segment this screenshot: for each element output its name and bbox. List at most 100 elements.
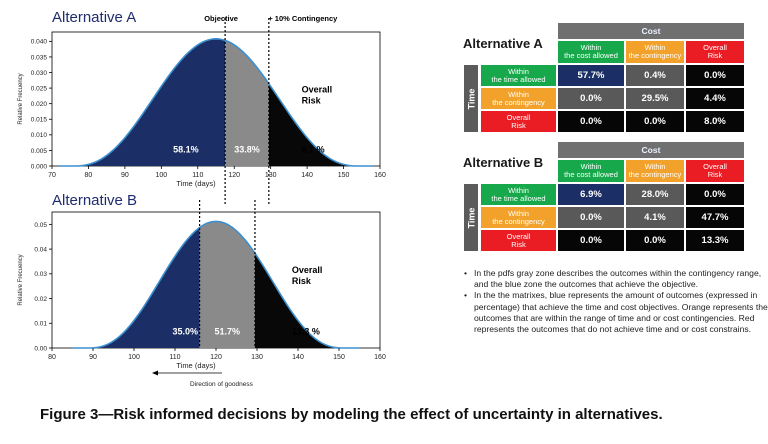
x-axis-label: Time (days) <box>176 179 216 188</box>
region-label-risk: 13.3 % <box>292 326 320 336</box>
y-axis-label: Relative Frecuency <box>18 73 24 124</box>
x-axis-label: Time (days) <box>176 361 216 370</box>
matrix-cell: 57.7% <box>557 64 625 87</box>
x-tick-label: 110 <box>169 354 180 361</box>
y-axis-label: Relative Frecuency <box>18 254 24 305</box>
y-tick-label: 0.015 <box>31 117 48 124</box>
x-tick-label: 160 <box>374 354 386 361</box>
cost-header: Cost <box>557 22 745 40</box>
matrix-cell: 0.0% <box>625 110 685 133</box>
matrix-cell: 0.0% <box>557 110 625 133</box>
region-gray-contingency <box>199 221 255 348</box>
row-header-within-time: Within the time allowed <box>480 64 557 87</box>
notes-list: In the pdfs gray zone describes the outc… <box>462 268 768 335</box>
region-gray-contingency <box>225 40 269 166</box>
x-tick-label: 80 <box>85 172 93 179</box>
x-tick-label: 160 <box>374 172 386 179</box>
matrix-cell: 4.4% <box>685 87 745 110</box>
row-header-within-contingency: Within the contingency <box>480 206 557 229</box>
overall-risk-label: Overall <box>292 265 323 275</box>
x-tick-label: 150 <box>338 172 350 179</box>
alt-a-matrix-title: Alternative A <box>463 36 543 51</box>
chart-alternative-b: Alternative B 80 90 100 110 120 130 140 150 160 0.… <box>18 192 386 388</box>
x-tick-label: 130 <box>265 172 277 179</box>
row-header-within-contingency: Within the contingency <box>480 87 557 110</box>
row-header-overall-risk: Overall Risk <box>480 229 557 252</box>
y-tick-label: 0.04 <box>34 246 47 253</box>
x-tick-label: 120 <box>210 354 222 361</box>
region-blue-within-objective <box>73 38 226 167</box>
x-tick-label: 70 <box>48 172 56 179</box>
x-tick-label: 120 <box>228 172 240 179</box>
col-header-within-contingency: Within the contingency <box>625 159 685 183</box>
region-label-gray: 33.8% <box>234 145 260 155</box>
note-item: In the pdfs gray zone describes the outc… <box>464 268 768 290</box>
contingency-label: + 10% Contingency <box>268 14 338 23</box>
region-label-blue: 35.0% <box>172 326 198 336</box>
col-header-overall-risk: Overall Risk <box>685 159 745 183</box>
matrix-cell: 0.0% <box>557 87 625 110</box>
time-header: Time <box>463 64 479 133</box>
region-blue-within-objective <box>88 227 200 348</box>
x-tick-label: 100 <box>128 354 140 361</box>
matrix-cell: 6.9% <box>557 183 625 206</box>
matrix-cell: 0.0% <box>557 229 625 252</box>
matrix-cell: 29.5% <box>625 87 685 110</box>
col-header-within-cost: Within the cost allowed <box>557 159 625 183</box>
row-header-overall-risk: Overall Risk <box>480 110 557 133</box>
y-tick-label: 0.005 <box>31 148 48 155</box>
y-tick-label: 0.035 <box>31 54 48 61</box>
direction-label: Direction of goodness <box>190 381 254 388</box>
y-tick-label: 0.030 <box>31 70 48 77</box>
col-header-within-cost: Within the cost allowed <box>557 40 625 64</box>
col-header-overall-risk: Overall Risk <box>685 40 745 64</box>
y-tick-label: 0.025 <box>31 85 48 92</box>
region-black-overall-risk <box>254 253 344 348</box>
row-header-within-time: Within the time allowed <box>480 183 557 206</box>
y-tick-label: 0.02 <box>34 296 47 303</box>
y-tick-label: 0.00 <box>34 345 47 352</box>
pdf-curve <box>72 220 360 349</box>
x-tick-label: 110 <box>192 172 203 179</box>
x-tick-label: 80 <box>48 354 56 361</box>
region-label-gray: 51.7% <box>215 326 241 336</box>
y-tick-label: 0.01 <box>34 321 47 328</box>
matrix-cell: 0.0% <box>685 64 745 87</box>
objective-label: Objective <box>204 14 238 23</box>
chart-title: Alternative A <box>52 9 136 26</box>
pdf-curve <box>59 38 373 167</box>
distribution-charts: Alternative A 70 80 90 100 110 120 130 140 150 160… <box>18 9 386 388</box>
cost-header: Cost <box>557 141 745 159</box>
x-tick-label: 90 <box>121 172 129 179</box>
matrix-cell: 47.7% <box>685 206 745 229</box>
x-tick-label: 140 <box>292 354 304 361</box>
y-tick-label: 0.000 <box>31 163 48 170</box>
chart-alternative-a: Alternative A 70 80 90 100 110 120 130 140 150 160… <box>18 9 386 206</box>
time-header: Time <box>463 183 479 252</box>
y-tick-label: 0.040 <box>31 39 48 46</box>
matrix-cell: 28.0% <box>625 183 685 206</box>
matrix-cell: 0.0% <box>625 229 685 252</box>
chart-title: Alternative B <box>52 192 137 209</box>
matrix-cell: 4.1% <box>625 206 685 229</box>
alt-a-matrix: Alternative A Cost Within the cost allowe… <box>460 22 760 134</box>
x-tick-label: 100 <box>155 172 167 179</box>
overall-risk-label: Risk <box>302 95 322 105</box>
y-tick-label: 0.05 <box>34 222 47 229</box>
direction-arrow-head <box>152 370 158 376</box>
alt-b-matrix: Alternative B Cost Within the cost allowe… <box>460 141 760 253</box>
matrix-cell: 0.0% <box>685 183 745 206</box>
matrix-cell: 0.4% <box>625 64 685 87</box>
matrix-cell: 8.0% <box>685 110 745 133</box>
region-label-blue: 58.1% <box>173 145 199 155</box>
figure-caption: Figure 3—Risk informed decisions by mode… <box>40 406 663 423</box>
matrix-cell: 0.0% <box>557 206 625 229</box>
y-tick-label: 0.020 <box>31 101 48 108</box>
y-tick-label: 0.03 <box>34 271 47 278</box>
region-label-risk: 8.1 % <box>302 145 325 155</box>
overall-risk-label: Overall <box>302 84 333 94</box>
x-tick-label: 150 <box>333 354 345 361</box>
alt-b-matrix-title: Alternative B <box>463 155 544 170</box>
x-tick-label: 90 <box>89 354 97 361</box>
matrix-cell: 13.3% <box>685 229 745 252</box>
